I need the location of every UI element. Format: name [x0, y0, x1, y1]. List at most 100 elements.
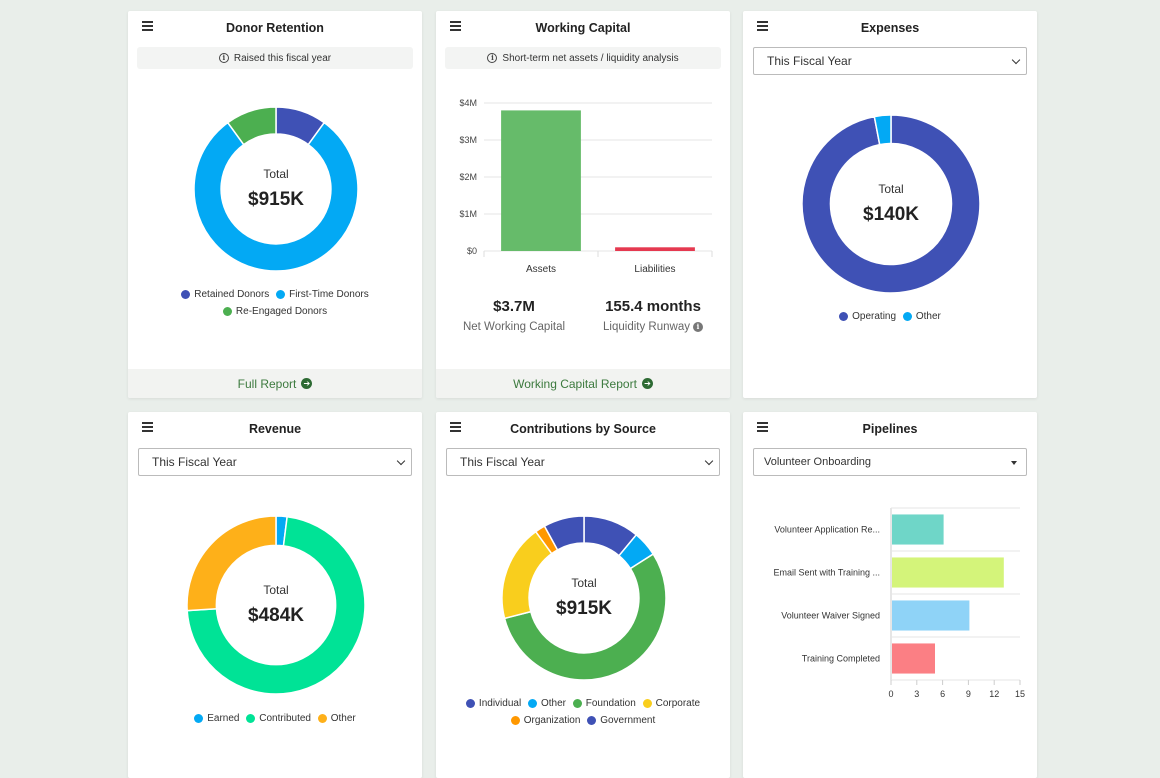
period-select[interactable]: This Fiscal Year: [446, 448, 720, 476]
legend-label: Individual: [478, 698, 522, 709]
info-bar: i Raised this fiscal year: [137, 47, 413, 69]
legend-item[interactable]: First-Time Donors: [276, 287, 369, 302]
x-tick-label: 3: [914, 689, 919, 699]
total-label: Total: [263, 167, 289, 181]
legend-marker: [902, 312, 912, 321]
total-value: $484K: [248, 605, 304, 626]
legend-item[interactable]: Earned: [194, 711, 239, 726]
bar[interactable]: [892, 643, 935, 674]
pipeline-select[interactable]: Volunteer Onboarding: [753, 448, 1027, 476]
card-title: Working Capital: [535, 21, 631, 35]
legend-label: Organization: [523, 715, 581, 726]
legend-label: Operating: [852, 311, 897, 322]
y-tick-label: $2M: [459, 172, 477, 182]
donut-slice[interactable]: [186, 515, 277, 612]
info-text: Raised this fiscal year: [233, 52, 332, 64]
legend-marker: [572, 699, 582, 708]
period-select[interactable]: This Fiscal Year: [753, 47, 1027, 75]
legend: Retained Donors First-Time Donors Re-Eng…: [128, 287, 422, 321]
legend-item[interactable]: Corporate: [642, 696, 701, 711]
info-text: Short-term net assets / liquidity analys…: [502, 52, 679, 64]
legend-label: First-Time Donors: [289, 289, 369, 300]
legend-label: Other: [540, 698, 566, 709]
legend-item[interactable]: Other: [902, 309, 941, 324]
stat-label: Net Working Capital: [462, 321, 566, 333]
pipelines-chart: Volunteer Application Re... Email Sent wi…: [773, 507, 1025, 699]
bar[interactable]: [501, 110, 581, 252]
legend-item[interactable]: Retained Donors: [181, 287, 269, 302]
net-working-capital-stat: $3.7M Net Working Capital: [454, 298, 574, 333]
arrow-right-icon: ➔: [301, 378, 313, 389]
donut-slice[interactable]: [186, 515, 366, 695]
info-bar: i Short-term net assets / liquidity anal…: [445, 47, 721, 69]
menu-icon[interactable]: [142, 422, 154, 432]
select-value: This Fiscal Year: [767, 54, 852, 68]
y-tick-label: $3M: [459, 135, 477, 145]
legend-label: Corporate: [655, 698, 701, 709]
card-title: Pipelines: [862, 422, 918, 436]
caret-down-icon: [1011, 461, 1017, 465]
x-tick-label: 9: [966, 689, 971, 699]
expenses-donut: Total $140K: [801, 114, 981, 294]
legend-label: Retained Donors: [194, 289, 270, 300]
legend-label: Other: [915, 311, 941, 322]
pipelines-card: Pipelines Volunteer Onboarding Volunteer…: [743, 412, 1037, 778]
legend-label: Foundation: [585, 698, 636, 709]
bar[interactable]: [892, 514, 944, 545]
bar[interactable]: [892, 557, 1004, 588]
full-report-link[interactable]: Full Report ➔: [128, 369, 422, 398]
legend-item[interactable]: Other: [527, 696, 566, 711]
working-capital-chart: $0 $1M $2M $3M $4M Assets Liabilities: [459, 98, 713, 275]
legend-item[interactable]: Individual: [465, 696, 522, 711]
legend-marker: [246, 714, 256, 723]
legend-item[interactable]: Contributed: [246, 711, 311, 726]
legend: Operating Other: [743, 309, 1037, 326]
legend-item[interactable]: Organization: [510, 713, 581, 728]
contributions-card: Contributions by Source This Fiscal Year…: [436, 412, 730, 778]
info-icon: i: [487, 53, 498, 63]
chevron-down-icon: [1011, 55, 1021, 65]
menu-icon[interactable]: [757, 422, 769, 432]
footer-label: Full Report: [237, 376, 297, 391]
legend-marker: [510, 716, 520, 725]
donut-slice[interactable]: [193, 121, 359, 272]
donut-slice[interactable]: [543, 515, 585, 551]
legend-item[interactable]: Foundation: [572, 696, 636, 711]
donut-slice[interactable]: [503, 553, 667, 681]
legend-label: Government: [600, 715, 656, 726]
arrow-right-icon: ➔: [641, 378, 653, 389]
chevron-down-icon: [396, 456, 406, 466]
bar[interactable]: [892, 600, 970, 631]
expenses-svg: [801, 114, 981, 294]
donut-slice[interactable]: [801, 114, 981, 294]
y-tick-label: Volunteer Waiver Signed: [781, 611, 880, 621]
select-value: This Fiscal Year: [152, 455, 237, 469]
bar[interactable]: [615, 247, 695, 251]
x-tick-label: Liabilities: [634, 264, 675, 275]
x-tick-label: 15: [1015, 689, 1025, 699]
legend-item[interactable]: Operating: [839, 309, 896, 324]
y-tick-label: $4M: [459, 98, 477, 108]
donut-slice[interactable]: [226, 106, 277, 146]
working-capital-card: Working Capital i Short-term net assets …: [436, 11, 730, 398]
expenses-card: Expenses This Fiscal Year Total $140K Op…: [743, 11, 1037, 398]
menu-icon[interactable]: [757, 21, 769, 31]
footer-label: Working Capital Report: [513, 376, 637, 391]
legend: Individual Other Foundation Corporate Or…: [436, 696, 730, 730]
card-title: Expenses: [860, 21, 920, 35]
legend-item[interactable]: Re-Engaged Donors: [222, 304, 327, 319]
menu-icon[interactable]: [450, 422, 462, 432]
legend-marker: [465, 699, 475, 708]
working-capital-report-link[interactable]: Working Capital Report ➔: [436, 369, 730, 398]
info-icon[interactable]: i: [692, 322, 703, 332]
legend-item[interactable]: Other: [317, 711, 356, 726]
x-tick-label: 6: [940, 689, 945, 699]
legend-marker: [194, 714, 204, 723]
donut-slice[interactable]: [873, 114, 892, 146]
chevron-down-icon: [704, 456, 714, 466]
legend-item[interactable]: Government: [587, 713, 655, 728]
menu-icon[interactable]: [142, 21, 154, 31]
total-value: $915K: [248, 189, 304, 210]
period-select[interactable]: This Fiscal Year: [138, 448, 412, 476]
menu-icon[interactable]: [450, 21, 462, 31]
